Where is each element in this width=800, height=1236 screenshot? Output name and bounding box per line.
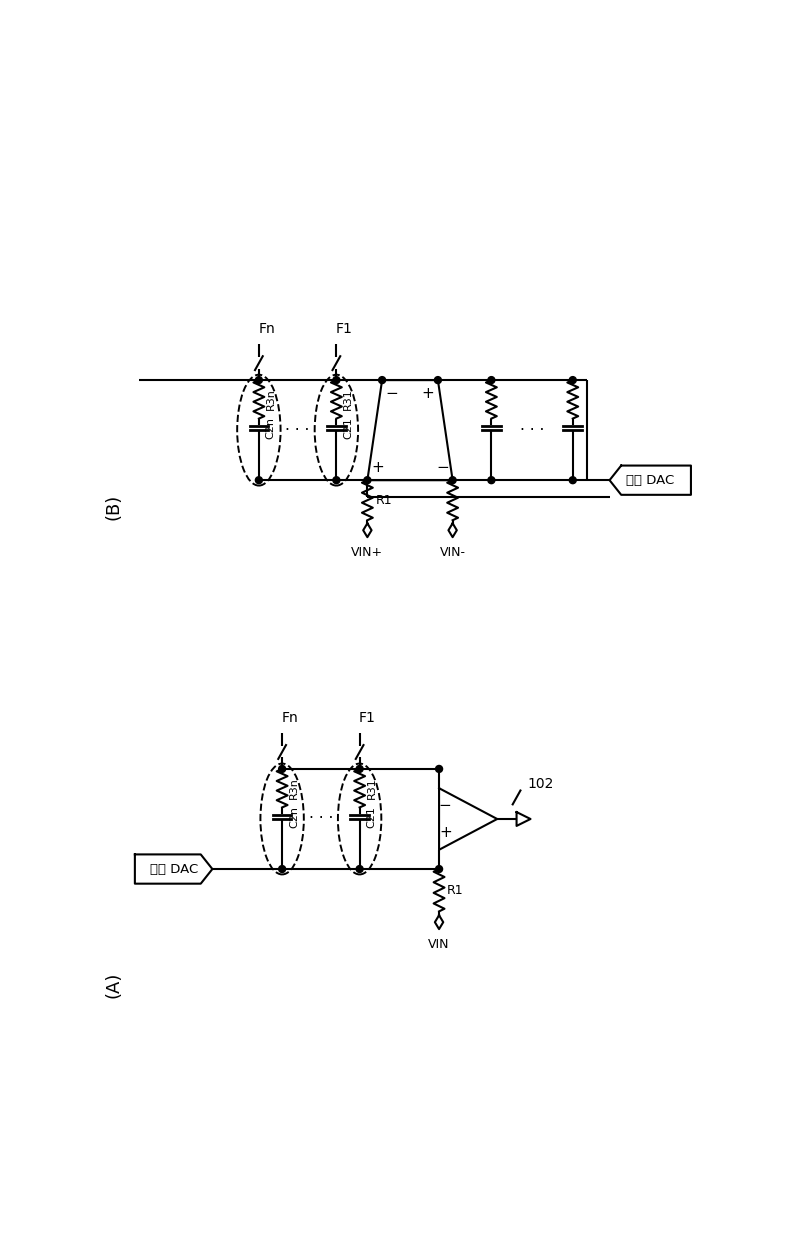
Text: R3n: R3n — [266, 388, 276, 410]
Text: −: − — [436, 460, 449, 475]
Circle shape — [488, 477, 495, 483]
Text: −: − — [439, 798, 452, 813]
Text: R1: R1 — [447, 884, 463, 896]
Circle shape — [356, 765, 363, 772]
Circle shape — [255, 477, 262, 483]
Circle shape — [255, 377, 262, 383]
Text: C2n: C2n — [289, 806, 299, 828]
Text: R31: R31 — [366, 777, 377, 798]
Text: VIN-: VIN- — [440, 545, 466, 559]
Circle shape — [278, 765, 286, 772]
Text: R1: R1 — [376, 493, 393, 507]
Circle shape — [434, 377, 442, 383]
Circle shape — [449, 477, 456, 483]
Text: 102: 102 — [527, 777, 554, 791]
Circle shape — [278, 865, 286, 873]
Text: 电流 DAC: 电流 DAC — [626, 473, 674, 487]
Text: · · ·: · · · — [309, 812, 333, 827]
Text: C2n: C2n — [266, 417, 276, 439]
Circle shape — [570, 477, 576, 483]
Text: 电流 DAC: 电流 DAC — [150, 863, 198, 875]
Text: (A): (A) — [105, 971, 123, 997]
Text: −: − — [386, 386, 398, 400]
Text: C21: C21 — [366, 806, 377, 828]
Circle shape — [333, 377, 340, 383]
Circle shape — [435, 765, 442, 772]
Text: +: + — [371, 460, 384, 475]
Text: R3n: R3n — [289, 777, 299, 800]
Circle shape — [333, 477, 340, 483]
Circle shape — [378, 377, 386, 383]
Text: C21: C21 — [343, 417, 354, 439]
Text: VIN+: VIN+ — [351, 545, 383, 559]
Text: +: + — [439, 824, 452, 839]
Circle shape — [356, 865, 363, 873]
Text: R31: R31 — [343, 388, 354, 410]
Text: Fn: Fn — [258, 323, 275, 336]
Text: VIN: VIN — [428, 938, 450, 950]
Text: +: + — [422, 386, 434, 400]
Circle shape — [570, 377, 576, 383]
Text: Fn: Fn — [282, 711, 298, 726]
Circle shape — [435, 865, 442, 873]
Text: (B): (B) — [105, 494, 123, 520]
Circle shape — [488, 377, 495, 383]
Circle shape — [364, 477, 371, 483]
Text: F1: F1 — [359, 711, 376, 726]
Text: F1: F1 — [336, 323, 353, 336]
Text: · · ·: · · · — [286, 423, 310, 438]
Text: · · ·: · · · — [520, 423, 544, 438]
